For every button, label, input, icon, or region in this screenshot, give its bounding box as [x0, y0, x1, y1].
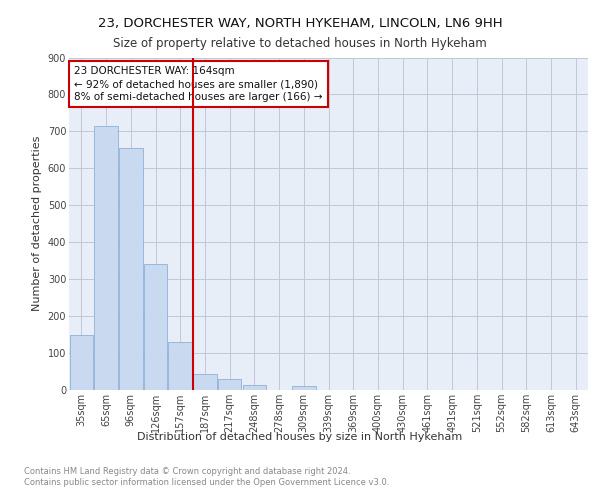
Bar	[218, 379, 241, 390]
Text: Size of property relative to detached houses in North Hykeham: Size of property relative to detached ho…	[113, 38, 487, 51]
Bar	[193, 374, 217, 390]
Bar	[70, 334, 93, 390]
Y-axis label: Number of detached properties: Number of detached properties	[32, 136, 42, 312]
Bar	[94, 126, 118, 390]
Bar	[242, 385, 266, 390]
Text: Distribution of detached houses by size in North Hykeham: Distribution of detached houses by size …	[137, 432, 463, 442]
Bar	[169, 342, 192, 390]
Bar	[292, 386, 316, 390]
Bar	[119, 148, 143, 390]
Text: 23 DORCHESTER WAY: 164sqm
← 92% of detached houses are smaller (1,890)
8% of sem: 23 DORCHESTER WAY: 164sqm ← 92% of detac…	[74, 66, 323, 102]
Text: 23, DORCHESTER WAY, NORTH HYKEHAM, LINCOLN, LN6 9HH: 23, DORCHESTER WAY, NORTH HYKEHAM, LINCO…	[98, 18, 502, 30]
Text: Contains HM Land Registry data © Crown copyright and database right 2024.
Contai: Contains HM Land Registry data © Crown c…	[24, 468, 389, 487]
Bar	[144, 264, 167, 390]
